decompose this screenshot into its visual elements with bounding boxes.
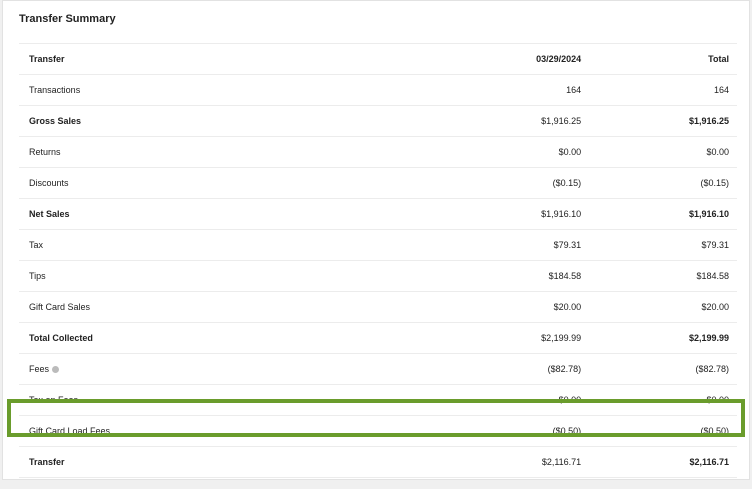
cell: $184.58 xyxy=(589,260,737,292)
cell-text: $2,199.99 xyxy=(688,333,729,343)
cell-text: $0.00 xyxy=(558,147,582,157)
summary-table: Transfer 03/29/2024 Total Transactions 164 1… xyxy=(19,43,737,478)
cell-text: Fees xyxy=(29,364,50,374)
cell: Tax xyxy=(19,229,272,261)
info-icon xyxy=(52,366,60,374)
cell: ($0.50) xyxy=(589,415,737,447)
table-row: Gift Card Load Fees ($0.50) ($0.50) xyxy=(19,415,737,447)
highlight-box xyxy=(7,399,745,437)
cell-text: Transfer xyxy=(29,457,65,467)
cell: Returns xyxy=(19,136,272,168)
cell: Transactions xyxy=(19,74,272,106)
cell-text: ($0.50) xyxy=(700,426,729,436)
cell: $1,916.25 xyxy=(589,105,737,137)
cell: Gross Sales xyxy=(19,105,272,137)
column-header: 03/29/2024 xyxy=(271,43,590,75)
table-row: Total Collected $2,199.99 $2,199.99 xyxy=(19,322,737,354)
cell-text: $1,916.10 xyxy=(688,209,729,219)
cell-text: $79.31 xyxy=(701,240,729,250)
cell: $1,916.10 xyxy=(589,198,737,230)
cell-text: Total Collected xyxy=(29,333,93,343)
summary-card: Transfer Summary Transfer 03/29/2024 Total… xyxy=(2,0,750,480)
cell-text: $1,916.25 xyxy=(688,116,729,126)
cell: Discounts xyxy=(19,167,272,199)
cell: $184.58 xyxy=(271,260,590,292)
cell: ($0.15) xyxy=(589,167,737,199)
cell: ($82.78) xyxy=(589,353,737,385)
table-row: Transactions 164 164 xyxy=(19,74,737,106)
cell-text: $0.00 xyxy=(706,147,729,157)
cell-text: ($82.78) xyxy=(695,364,729,374)
cell-text: ($82.78) xyxy=(547,364,582,374)
cell-text: $20.00 xyxy=(553,302,582,312)
cell: $20.00 xyxy=(589,291,737,323)
cell: Gift Card Load Fees xyxy=(19,415,272,447)
column-header: Transfer xyxy=(19,43,272,75)
cell-text: Returns xyxy=(29,147,61,157)
title: Transfer Summary xyxy=(19,13,116,25)
cell: $2,199.99 xyxy=(589,322,737,354)
cell-text: Discounts xyxy=(29,178,69,188)
table-row: Fees ($82.78) ($82.78) xyxy=(19,353,737,385)
cell: $0.00 xyxy=(271,136,590,168)
cell-text: $2,116.71 xyxy=(541,457,582,467)
cell-text: Transactions xyxy=(29,85,81,95)
cell: $1,916.10 xyxy=(271,198,590,230)
cell: ($0.50) xyxy=(271,415,590,447)
table-row: Gift Card Sales $20.00 $20.00 xyxy=(19,291,737,323)
cell: 164 xyxy=(271,74,590,106)
table-row: Tips $184.58 $184.58 xyxy=(19,260,737,292)
cell-text: Gross Sales xyxy=(29,116,82,126)
column-header: Total xyxy=(589,43,737,75)
cell: Net Sales xyxy=(19,198,272,230)
cell-text: $2,116.71 xyxy=(689,457,729,467)
table-row: Discounts ($0.15) ($0.15) xyxy=(19,167,737,199)
cell-text: Gift Card Load Fees xyxy=(29,426,111,436)
cell: $20.00 xyxy=(271,291,590,323)
cell-text: Gift Card Sales xyxy=(29,302,91,312)
cell-text: $20.00 xyxy=(701,302,729,312)
cell: Transfer xyxy=(19,446,272,478)
cell-text: Net Sales xyxy=(29,209,70,219)
table-row: Gross Sales $1,916.25 $1,916.25 xyxy=(19,105,737,137)
header-row: Transfer 03/29/2024 Total xyxy=(19,43,737,75)
cell-text: ($0.15) xyxy=(700,178,729,188)
cell-text: $2,199.99 xyxy=(541,333,582,343)
table-row: Returns $0.00 $0.00 xyxy=(19,136,737,168)
table-row: Tax $79.31 $79.31 xyxy=(19,229,737,261)
cell: Tips xyxy=(19,260,272,292)
cell: $2,199.99 xyxy=(271,322,590,354)
cell: $0.00 xyxy=(589,136,737,168)
cell-text: Tax xyxy=(29,240,44,250)
cell-text: $79.31 xyxy=(553,240,582,250)
cell-text: ($0.15) xyxy=(552,178,582,188)
cell: $2,116.71 xyxy=(589,446,737,478)
cell-text: 164 xyxy=(713,85,729,95)
table-row: Transfer $2,116.71 $2,116.71 xyxy=(19,446,737,478)
cell: $1,916.25 xyxy=(271,105,590,137)
cell-text: 164 xyxy=(566,85,582,95)
cell: $79.31 xyxy=(271,229,590,261)
cell: ($0.15) xyxy=(271,167,590,199)
cell: $2,116.71 xyxy=(271,446,590,478)
cell-text: ($0.50) xyxy=(552,426,582,436)
cell-text: $1,916.10 xyxy=(541,209,582,219)
cell-text: $184.58 xyxy=(548,271,582,281)
cell-text: $1,916.25 xyxy=(541,116,582,126)
cell: ($82.78) xyxy=(271,353,590,385)
cell: Gift Card Sales xyxy=(19,291,272,323)
cell: Total Collected xyxy=(19,322,272,354)
cell: $79.31 xyxy=(589,229,737,261)
cell-text: Tips xyxy=(29,271,46,281)
cell-text: $184.58 xyxy=(696,271,729,281)
cell: 164 xyxy=(589,74,737,106)
cell: Fees xyxy=(19,353,272,385)
table-row: Net Sales $1,916.10 $1,916.10 xyxy=(19,198,737,230)
